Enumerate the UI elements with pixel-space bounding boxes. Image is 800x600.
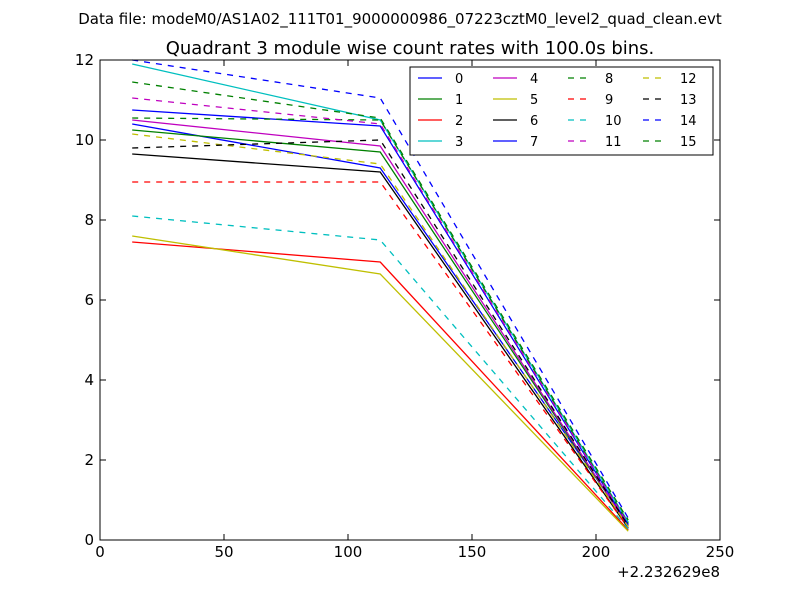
series-line-9 [132, 181, 629, 529]
x-tick-label: 100 [334, 543, 363, 561]
legend-label-6: 6 [530, 114, 538, 129]
legend-label-10: 10 [605, 114, 622, 129]
legend-label-8: 8 [605, 72, 613, 87]
legend-label-2: 2 [455, 114, 463, 129]
legend-label-1: 1 [455, 93, 463, 108]
series-line-13 [132, 139, 629, 526]
legend-label-0: 0 [455, 72, 463, 87]
y-tick-label: 2 [84, 451, 94, 469]
series-line-11 [132, 97, 629, 525]
legend-label-15: 15 [680, 135, 697, 150]
y-tick-label: 0 [84, 531, 94, 549]
legend-label-9: 9 [605, 93, 613, 108]
legend-label-4: 4 [530, 72, 538, 87]
series-line-0 [132, 123, 629, 525]
x-offset-label: +2.232629e8 [617, 563, 720, 581]
legend-label-12: 12 [680, 72, 697, 87]
chart-suptitle: Data file: modeM0/AS1A02_111T01_90000009… [78, 10, 722, 29]
y-tick-label: 4 [84, 371, 94, 389]
y-tick-label: 6 [84, 291, 94, 309]
legend-box [409, 66, 714, 156]
series-line-1 [132, 129, 629, 527]
series-line-4 [132, 119, 629, 527]
legend-label-11: 11 [605, 135, 622, 150]
legend-label-5: 5 [530, 93, 538, 108]
x-tick-label: 0 [95, 543, 105, 561]
legend-label-14: 14 [680, 114, 697, 129]
series-line-8 [132, 117, 629, 524]
x-tick-label: 150 [458, 543, 487, 561]
y-tick-label: 8 [84, 211, 94, 229]
series-line-14 [132, 59, 629, 519]
legend-label-3: 3 [455, 135, 463, 150]
series-line-12 [132, 133, 629, 528]
y-tick-label: 10 [75, 131, 94, 149]
series-layer [132, 59, 629, 532]
series-line-6 [132, 153, 629, 529]
chart-title: Quadrant 3 module wise count rates with … [166, 38, 655, 59]
series-line-5 [132, 235, 629, 532]
legend-label-13: 13 [680, 93, 697, 108]
legend-label-7: 7 [530, 135, 538, 150]
series-line-2 [132, 241, 629, 531]
series-line-15 [132, 81, 629, 521]
x-tick-label: 250 [706, 543, 735, 561]
y-tick-label: 12 [75, 51, 94, 69]
x-tick-label: 200 [582, 543, 611, 561]
x-tick-label: 50 [214, 543, 233, 561]
series-line-3 [132, 63, 629, 523]
